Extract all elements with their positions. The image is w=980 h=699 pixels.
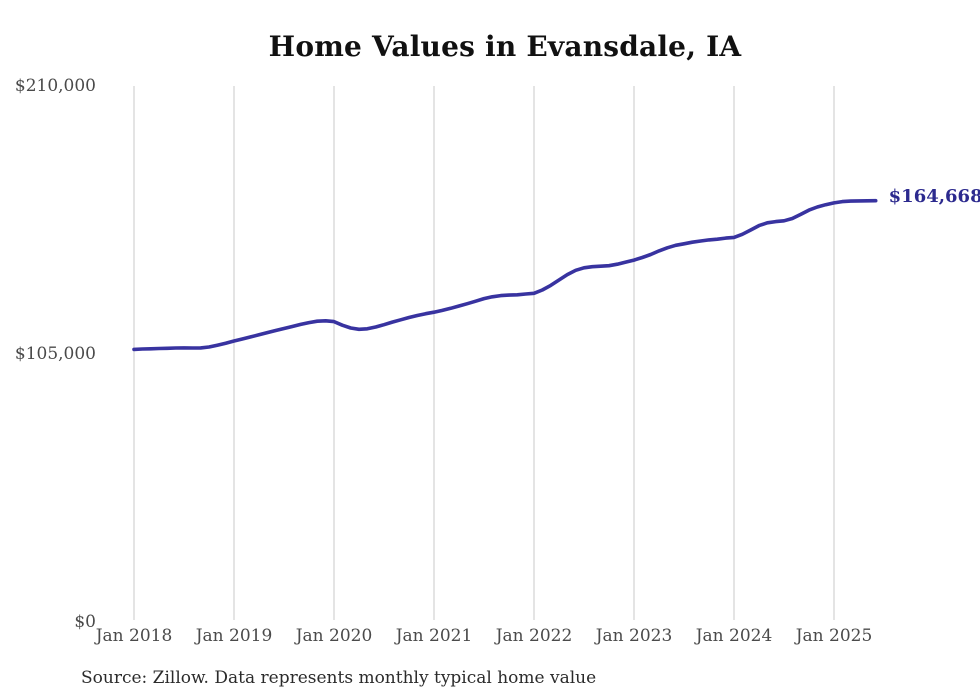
x-tick-label: Jan 2024 <box>694 626 773 646</box>
chart-title: Home Values in Evansdale, IA <box>268 30 742 63</box>
x-tick-label: Jan 2019 <box>194 626 273 646</box>
y-tick-label: $105,000 <box>15 344 96 364</box>
y-tick-label: $210,000 <box>15 76 96 96</box>
home-value-line <box>132 198 878 352</box>
x-tick-label: Jan 2020 <box>294 626 373 646</box>
latest-value-label: $164,668 <box>888 185 980 207</box>
x-tick-label: Jan 2021 <box>394 626 473 646</box>
source-note: Source: Zillow. Data represents monthly … <box>81 668 597 688</box>
y-tick-label: $0 <box>74 612 96 632</box>
x-tick-label: Jan 2022 <box>494 626 573 646</box>
x-tick-label: Jan 2025 <box>794 626 873 646</box>
x-tick-label: Jan 2018 <box>94 626 173 646</box>
x-tick-label: Jan 2023 <box>594 626 673 646</box>
